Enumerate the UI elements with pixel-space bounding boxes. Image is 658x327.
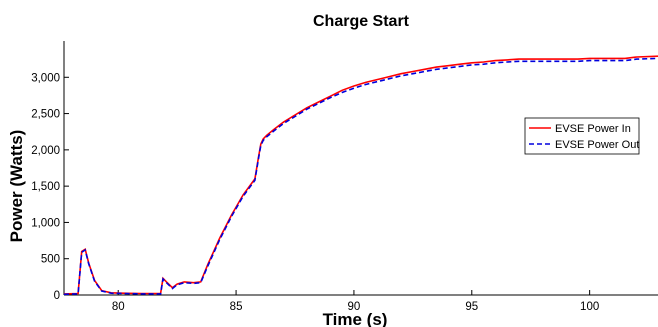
y-tick-label: 2,000 bbox=[31, 145, 60, 157]
x-tick-label: 85 bbox=[230, 301, 243, 313]
y-tick-label: 2,500 bbox=[31, 109, 60, 121]
x-tick-label: 90 bbox=[348, 301, 361, 313]
plot-area bbox=[64, 41, 658, 295]
x-ticks: 80 85 90 95 100 bbox=[112, 290, 599, 313]
x-tick-label: 100 bbox=[580, 301, 599, 313]
y-tick-label: 0 bbox=[54, 290, 60, 302]
legend-label-2: EVSE Power Out bbox=[555, 139, 639, 151]
legend-items: EVSE Power In EVSE Power Out bbox=[529, 123, 639, 151]
series-layer bbox=[63, 55, 658, 296]
y-axis-label: Power (Watts) bbox=[7, 130, 26, 243]
series-line-2 bbox=[63, 57, 658, 296]
y-tick-label: 500 bbox=[41, 254, 60, 266]
x-tick-label: 95 bbox=[465, 301, 478, 313]
y-tick-label: 1,500 bbox=[31, 181, 60, 193]
y-tick-label: 3,000 bbox=[31, 72, 60, 84]
legend: EVSE Power In EVSE Power Out bbox=[524, 117, 640, 155]
legend-label-1: EVSE Power In bbox=[555, 123, 631, 135]
chart-title: Charge Start bbox=[313, 13, 410, 30]
series-line-1 bbox=[63, 55, 658, 295]
x-tick-label: 80 bbox=[112, 301, 125, 313]
x-axis-label: Time (s) bbox=[323, 310, 388, 327]
y-tick-label: 1,000 bbox=[31, 217, 60, 229]
legend-box bbox=[524, 117, 640, 155]
y-ticks: 0 500 1,000 1,500 2,000 2,500 3,000 bbox=[31, 72, 69, 302]
